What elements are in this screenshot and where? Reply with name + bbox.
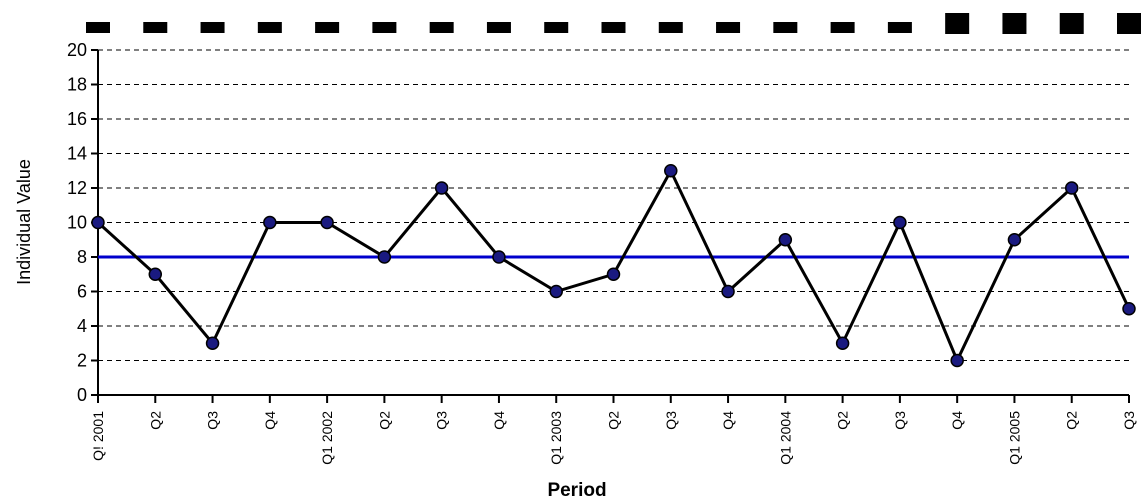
x-tick-label: Q3 — [892, 411, 908, 430]
top-marker — [716, 22, 741, 33]
data-point — [778, 233, 793, 247]
top-markers — [86, 13, 1141, 34]
x-tick-label: Q2 — [1064, 411, 1080, 430]
data-point — [664, 164, 678, 178]
data-point — [950, 353, 964, 368]
x-axis-title: Period — [547, 480, 606, 501]
y-tick-label: 12 — [67, 178, 87, 198]
top-marker — [200, 22, 225, 33]
top-marker — [1002, 13, 1027, 34]
top-marker — [658, 22, 683, 33]
top-marker — [257, 22, 282, 33]
y-tick-label: 0 — [77, 385, 87, 405]
top-marker — [773, 22, 798, 33]
top-marker — [86, 22, 110, 33]
data-point — [721, 284, 735, 299]
data-point — [835, 336, 850, 350]
y-tick-label: 6 — [77, 282, 87, 302]
y-axis-title: Individual Value — [14, 159, 34, 285]
data-point — [263, 215, 277, 230]
top-marker — [1117, 13, 1141, 34]
top-marker — [486, 22, 511, 33]
x-tick-label: Q2 — [606, 411, 622, 430]
y-tick-label: 8 — [77, 247, 87, 267]
data-points — [91, 164, 1136, 368]
top-marker — [945, 13, 970, 34]
y-tick-label: 2 — [77, 351, 87, 371]
y-tick-label: 4 — [77, 316, 87, 336]
x-tick-label: Q3 — [205, 411, 221, 430]
top-marker — [315, 22, 340, 33]
top-marker — [601, 22, 626, 33]
x-tick-label: Q2 — [147, 411, 163, 430]
top-marker — [544, 22, 569, 33]
x-tick-label: Q3 — [663, 411, 679, 430]
data-point — [148, 267, 163, 281]
data-point — [606, 267, 621, 281]
y-tick-label: 18 — [67, 75, 87, 95]
data-point — [434, 181, 449, 195]
gridlines — [98, 49, 1129, 361]
x-tick-label: Q4 — [949, 411, 965, 430]
x-tick-label: Q2 — [376, 411, 392, 430]
x-tick-label: Q4 — [262, 411, 278, 430]
x-tick-label: Q4 — [491, 411, 507, 430]
data-point — [549, 284, 563, 299]
data-point — [1007, 233, 1022, 247]
top-marker — [143, 22, 168, 33]
y-tick-label: 14 — [67, 144, 87, 164]
data-point — [1064, 181, 1079, 195]
data-point — [492, 250, 506, 264]
y-tick-label: 16 — [67, 109, 87, 129]
top-marker — [372, 22, 397, 33]
data-point — [893, 215, 907, 230]
top-marker — [830, 22, 855, 33]
x-tick-labels: Q! 2001 Q2 Q3 Q4 Q1 2002 Q2 Q3 Q4 Q1 2003 Q2 Q3 Q4 Q… — [90, 411, 1137, 465]
x-tick-label: Q1 2002 — [319, 411, 335, 465]
y-tick-label: 20 — [67, 40, 87, 60]
y-tick-labels: 0 2 4 6 8 10 12 14 16 18 20 — [67, 40, 87, 405]
axes — [91, 49, 1130, 403]
x-tick-label: Q! 2001 — [90, 411, 106, 461]
top-marker — [887, 22, 912, 33]
data-point — [205, 336, 220, 350]
x-tick-label: Q1 2003 — [548, 411, 564, 465]
series-line — [96, 167, 1131, 365]
data-point — [91, 215, 105, 230]
x-tick-label: Q1 2004 — [777, 411, 793, 465]
top-marker — [1059, 13, 1084, 34]
x-tick-label: Q2 — [835, 411, 851, 430]
data-point — [377, 250, 392, 264]
x-tick-label: Q1 2005 — [1006, 411, 1022, 465]
data-point — [320, 215, 334, 230]
top-marker — [429, 22, 454, 33]
x-tick-label: Q4 — [720, 411, 736, 430]
x-tick-label: Q3 — [434, 411, 450, 430]
x-tick-label: Q3 — [1121, 411, 1137, 430]
y-tick-label: 10 — [67, 213, 87, 233]
data-point — [1122, 302, 1136, 316]
